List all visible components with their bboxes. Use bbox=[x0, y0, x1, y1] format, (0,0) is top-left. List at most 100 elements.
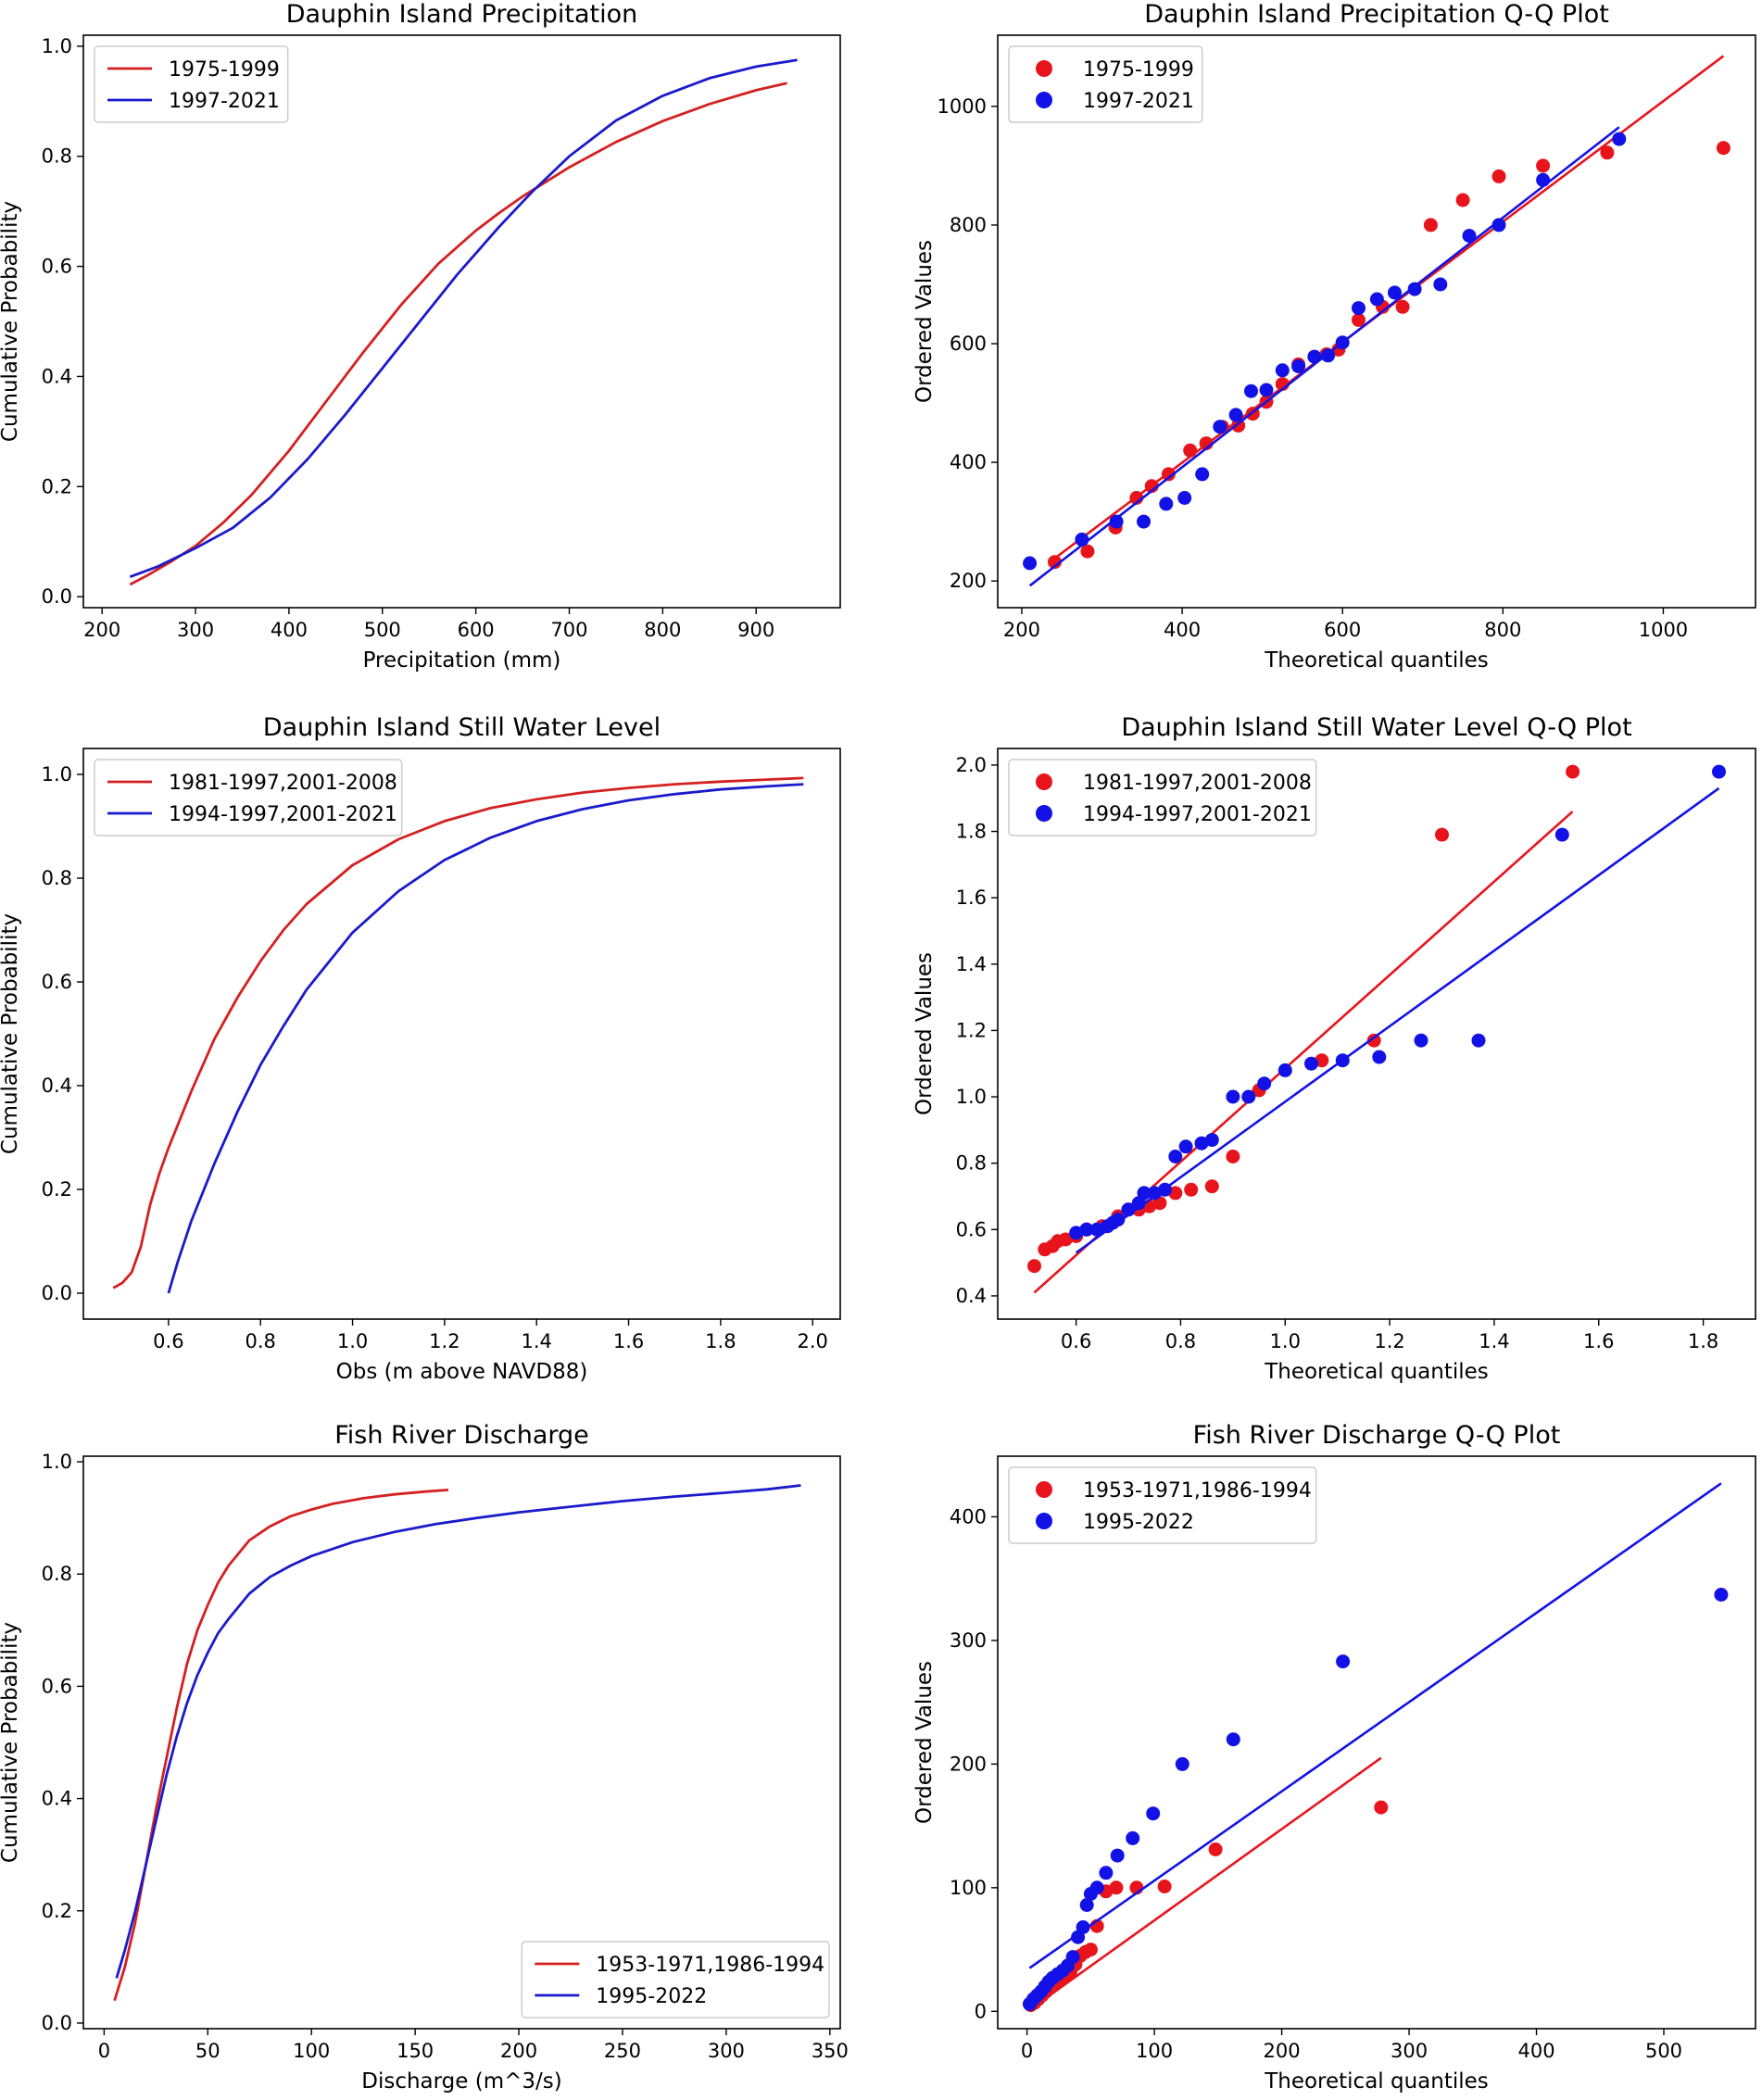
chart-discharge_cdf: Fish River Discharge Discharge (m^3/s) Cum… bbox=[0, 1421, 849, 2094]
scatter-point bbox=[1204, 1179, 1219, 1194]
x-tick-label: 600 bbox=[458, 619, 495, 641]
scatter-point bbox=[1226, 1150, 1240, 1163]
legend-frame bbox=[521, 1941, 830, 2018]
scatter-point bbox=[1435, 827, 1449, 842]
plot-frame bbox=[82, 1455, 841, 2030]
chart-swl_cdf: Dauphin Island Still Water Level Obs (m a… bbox=[0, 713, 841, 1384]
scatter-point bbox=[1374, 1800, 1389, 1815]
scatter-point bbox=[1491, 218, 1506, 233]
y-tick-label: 0.2 bbox=[42, 1900, 72, 1922]
x-tick-label: 1.6 bbox=[613, 1330, 644, 1352]
legend: 1953-1971,1986-1994 1995-2022 bbox=[1008, 1466, 1317, 1544]
y-tick-label: 0.6 bbox=[42, 971, 72, 993]
y-tick-label: 0.2 bbox=[42, 1178, 72, 1201]
scatter-point bbox=[1110, 1848, 1125, 1863]
series-line-2 bbox=[129, 58, 798, 579]
scatter-point bbox=[1058, 1232, 1073, 1247]
scatter-point bbox=[1076, 1920, 1090, 1934]
legend-frame bbox=[1008, 759, 1317, 836]
chart-title: Dauphin Island Still Water Level Q-Q Plo… bbox=[1121, 713, 1631, 742]
x-tick-label: 300 bbox=[1391, 2040, 1428, 2062]
y-axis-label: Ordered Values bbox=[912, 952, 937, 1115]
fit-line-1 bbox=[1029, 1756, 1382, 2010]
legend-label: 1981-1997,2001-2008 bbox=[169, 772, 397, 795]
y-tick-label: 1.0 bbox=[42, 763, 72, 786]
legend-label: 1953-1971,1986-1994 bbox=[1083, 1479, 1312, 1503]
legend-swatch-marker bbox=[1036, 1513, 1052, 1529]
legend: 1975-1999 1997-2021 bbox=[94, 45, 289, 123]
scatter-point bbox=[1372, 1050, 1387, 1064]
x-tick-label: 800 bbox=[644, 619, 681, 641]
legend-frame bbox=[94, 45, 289, 123]
y-tick-label: 100 bbox=[950, 1877, 987, 1899]
scatter-point bbox=[1194, 1136, 1209, 1151]
scatter-point bbox=[1168, 1150, 1183, 1163]
y-axis-label: Cumulative Probability bbox=[0, 913, 22, 1154]
scatter-point bbox=[1407, 282, 1422, 296]
scatter-point bbox=[1099, 1866, 1114, 1880]
legend: 1981-1997,2001-2008 1994-1997,2001-2021 bbox=[94, 759, 403, 836]
scatter-point bbox=[1089, 1880, 1104, 1895]
scatter-point bbox=[1111, 1213, 1126, 1227]
x-axis-label: Theoretical quantiles bbox=[1264, 1360, 1489, 1384]
scatter-point bbox=[1228, 408, 1243, 422]
scatter-point bbox=[1027, 1259, 1041, 1274]
legend: 1981-1997,2001-2008 1994-1997,2001-2021 bbox=[1008, 759, 1317, 836]
plot-frame bbox=[997, 1455, 1756, 2030]
y-tick-label: 1.0 bbox=[42, 1451, 72, 1473]
scatter-point bbox=[1714, 1588, 1729, 1602]
chart-precip_cdf: Dauphin Island Precipitation Precipitatio… bbox=[0, 0, 841, 673]
scatter-point bbox=[1304, 1056, 1318, 1071]
scatter-point bbox=[1471, 1033, 1486, 1048]
y-tick-label: 0.6 bbox=[42, 256, 72, 278]
scatter-point bbox=[1455, 193, 1470, 207]
scatter-point bbox=[1388, 285, 1402, 300]
scatter-point bbox=[1089, 1222, 1104, 1237]
scatter-point bbox=[1259, 383, 1274, 397]
y-tick-label: 1.0 bbox=[956, 1086, 987, 1108]
y-tick-label: 0.2 bbox=[42, 475, 72, 497]
chart-title: Dauphin Island Still Water Level bbox=[263, 713, 661, 742]
x-tick-label: 50 bbox=[195, 2040, 220, 2062]
scatter-point bbox=[1137, 514, 1151, 529]
x-axis-label: Theoretical quantiles bbox=[1264, 648, 1489, 673]
x-tick-label: 100 bbox=[293, 2040, 330, 2062]
scatter-point bbox=[1079, 1898, 1094, 1912]
x-tick-label: 1.2 bbox=[1374, 1330, 1404, 1352]
scatter-point bbox=[1126, 1830, 1140, 1845]
fit-line-2 bbox=[1028, 126, 1620, 587]
x-tick-label: 1.8 bbox=[1688, 1330, 1718, 1352]
x-tick-label: 1.6 bbox=[1583, 1330, 1614, 1352]
scatter-point bbox=[1600, 145, 1615, 160]
scatter-point bbox=[1414, 1033, 1428, 1048]
x-tick-label: 1.0 bbox=[337, 1330, 368, 1352]
y-tick-label: 200 bbox=[950, 570, 987, 592]
scatter-point bbox=[1352, 301, 1366, 316]
x-tick-label: 350 bbox=[812, 2040, 849, 2062]
y-tick-label: 0.0 bbox=[42, 585, 72, 608]
scatter-point bbox=[1277, 1063, 1292, 1077]
legend-label: 1994-1997,2001-2021 bbox=[1083, 803, 1312, 826]
scatter-point bbox=[1213, 420, 1227, 434]
x-tick-label: 200 bbox=[1003, 619, 1040, 641]
y-axis-label: Cumulative Probability bbox=[0, 201, 22, 442]
scatter-point bbox=[1423, 218, 1438, 233]
scatter-point bbox=[1178, 1139, 1193, 1154]
scatter-point bbox=[1275, 363, 1290, 378]
x-tick-label: 0.8 bbox=[1165, 1330, 1196, 1352]
legend-frame bbox=[1008, 45, 1203, 123]
x-tick-label: 400 bbox=[1164, 619, 1201, 641]
x-tick-label: 200 bbox=[83, 619, 120, 641]
legend-label: 1975-1999 bbox=[1083, 58, 1194, 82]
x-tick-label: 0.8 bbox=[245, 1330, 276, 1352]
legend-label: 1975-1999 bbox=[169, 58, 280, 82]
scatter-point bbox=[1291, 358, 1306, 373]
y-tick-label: 1.2 bbox=[956, 1019, 987, 1041]
y-tick-label: 600 bbox=[950, 333, 987, 355]
y-tick-label: 1.0 bbox=[42, 35, 72, 57]
x-tick-label: 0 bbox=[1021, 2040, 1033, 2062]
legend-swatch-marker bbox=[1036, 1481, 1052, 1498]
legend-frame bbox=[94, 759, 403, 836]
legend-label: 1995-2022 bbox=[596, 1985, 707, 2008]
series-line-1 bbox=[112, 776, 804, 1289]
